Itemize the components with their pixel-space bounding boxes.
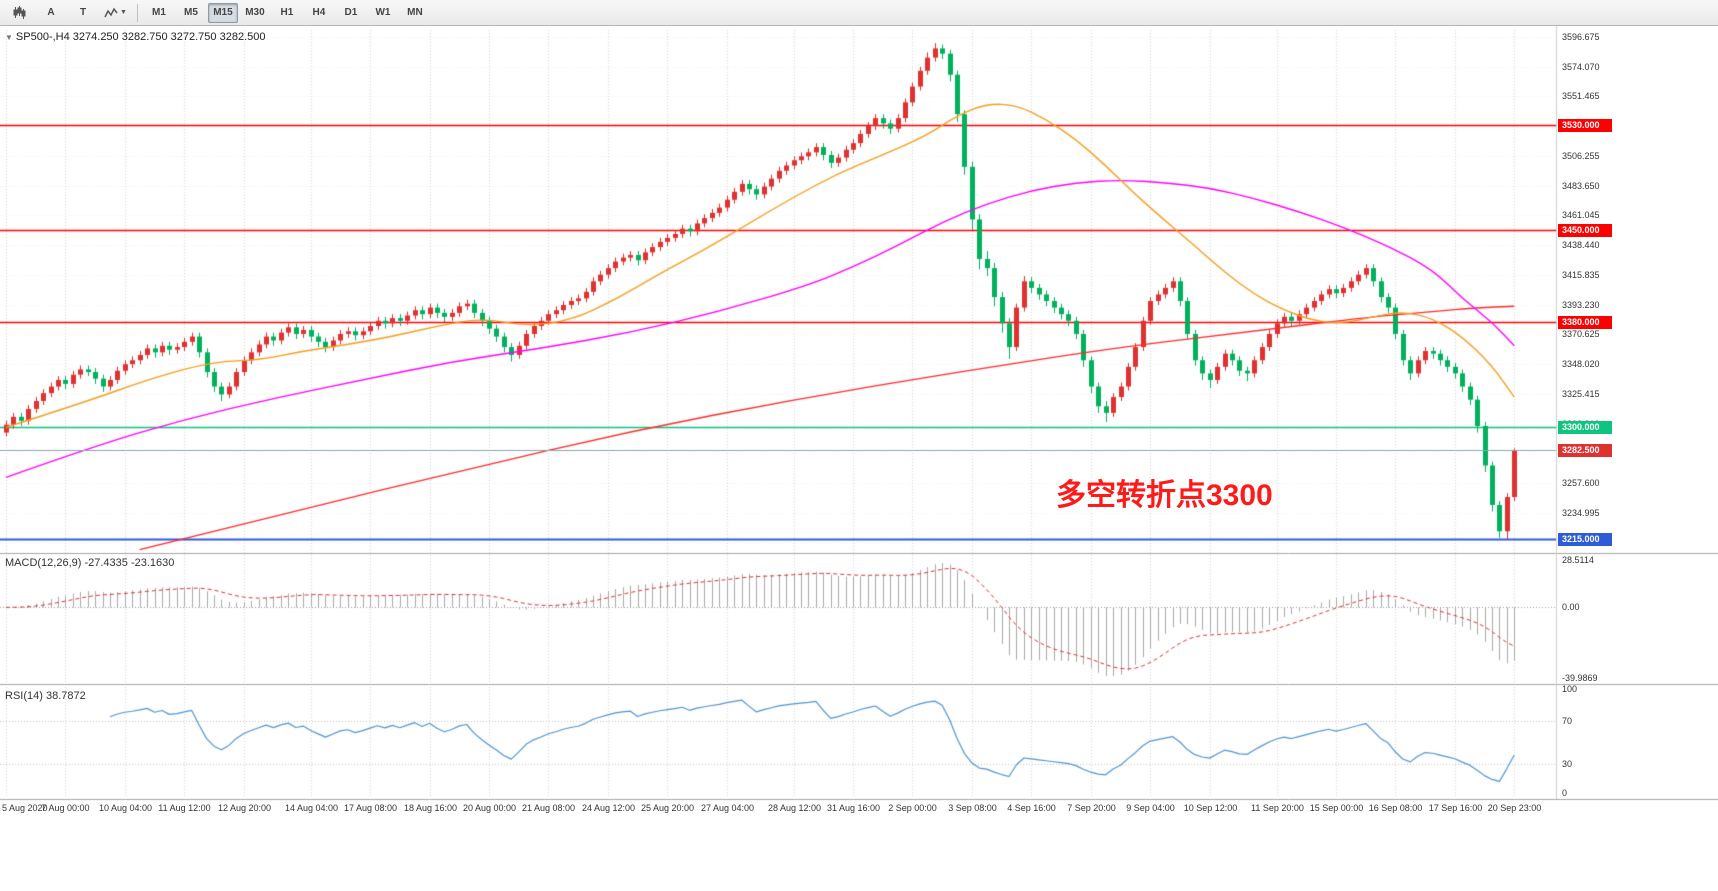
date-axis-label: 7 Aug 00:00 [41, 803, 90, 813]
price-axis-label: 3348.020 [1562, 359, 1600, 370]
date-axis-label: 11 Aug 12:00 [158, 803, 211, 813]
price-axis-label: 3506.255 [1562, 150, 1600, 161]
price-level-badge-3380.000: 3380.000 [1558, 316, 1612, 330]
date-axis-label: 25 Aug 20:00 [640, 803, 695, 813]
date-axis-label: 17 Sep 16:00 [1428, 803, 1483, 813]
price-axis-label: 3257.600 [1562, 478, 1600, 489]
date-axis-label: 11 Sep 20:00 [1251, 803, 1304, 813]
date-axis-label: 20 Sep 23:00 [1487, 803, 1542, 813]
date-axis-label: 27 Aug 04:00 [700, 803, 755, 813]
price-axis-label: 3596.675 [1562, 32, 1600, 42]
date-axis-label: 7 Sep 20:00 [1067, 803, 1116, 813]
price-axis-label: 3483.650 [1562, 180, 1600, 191]
price-axis-label: 3574.070 [1562, 61, 1600, 72]
date-axis[interactable]: 5 Aug 2020 7 Aug 00:00 10 Aug 04:00 11 Aug … [0, 801, 1556, 819]
price-axis-label: 3325.415 [1562, 388, 1600, 399]
date-axis-label: 3 Sep 08:00 [948, 803, 997, 813]
date-axis-label: 2 Sep 00:00 [888, 803, 937, 813]
date-axis-label: 18 Aug 16:00 [403, 803, 458, 813]
price-level-badge-3215.000: 3215.000 [1558, 533, 1612, 547]
date-axis-label: 4 Sep 16:00 [1007, 803, 1056, 813]
price-axis-label: 3438.440 [1562, 240, 1600, 251]
date-axis-label: 17 Aug 08:00 [343, 803, 398, 813]
date-axis-label: 24 Aug 12:00 [581, 803, 636, 813]
date-axis-label: 28 Aug 12:00 [767, 803, 822, 813]
price-level-badge-3300.000: 3300.000 [1558, 421, 1612, 435]
price-axis[interactable]: 3596.6753574.0703551.4653528.8603506.255… [1556, 26, 1718, 801]
price-axis-label: 3461.045 [1562, 210, 1600, 221]
date-axis-label: 15 Sep 00:00 [1309, 803, 1364, 813]
date-axis-label: 5 Aug 2020 [2, 803, 48, 813]
date-axis-label: 9 Sep 04:00 [1126, 803, 1175, 813]
price-axis-label: 3234.995 [1562, 507, 1600, 518]
date-axis-label: 20 Aug 00:00 [462, 803, 517, 813]
date-axis-label: 21 Aug 08:00 [521, 803, 576, 813]
price-axis-label: 3393.230 [1562, 299, 1600, 310]
date-axis-label: 10 Aug 04:00 [98, 803, 153, 813]
price-axis-label: 3370.625 [1562, 329, 1600, 340]
date-axis-label: 16 Sep 08:00 [1368, 803, 1423, 813]
price-level-badge-3530.000: 3530.000 [1558, 118, 1612, 132]
price-level-badge-3450.000: 3450.000 [1558, 223, 1612, 237]
date-axis-label: 10 Sep 12:00 [1183, 803, 1238, 813]
date-axis-label: 31 Aug 16:00 [826, 803, 881, 813]
date-axis-label: 12 Aug 20:00 [217, 803, 272, 813]
date-axis-label: 14 Aug 04:00 [284, 803, 339, 813]
price-axis-label: 3551.465 [1562, 91, 1600, 102]
price-axis-label: 3415.835 [1562, 269, 1600, 280]
current-price-badge: 3282.500 [1558, 444, 1612, 458]
